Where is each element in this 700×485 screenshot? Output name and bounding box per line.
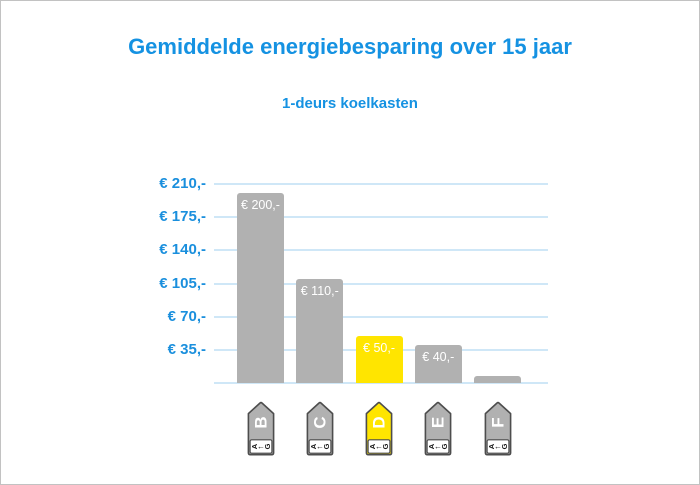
svg-text:A: A [427, 443, 436, 449]
bar-C: € 110,- [296, 278, 344, 383]
gridline [214, 282, 548, 285]
svg-text:A: A [486, 443, 495, 449]
svg-text:G: G [263, 443, 272, 449]
bar-value-label-D: € 50,- [363, 340, 395, 355]
chart-subtitle: 1-deurs koelkasten [282, 95, 418, 112]
svg-text:B: B [251, 416, 270, 428]
y-axis-tick-label: € 140,- [159, 241, 206, 259]
svg-text:A: A [249, 443, 258, 449]
svg-text:←: ← [434, 442, 442, 451]
gridline [214, 382, 548, 384]
gridline [214, 216, 548, 219]
svg-text:G: G [440, 443, 449, 449]
energy-label-icon-E: E A ← G [424, 401, 452, 456]
bar-B: € 200,- [237, 193, 284, 383]
chart-title: Gemiddelde energiebesparing over 15 jaar [128, 34, 572, 59]
svg-text:A: A [309, 443, 318, 449]
bar-value-label-C: € 110,- [300, 283, 339, 298]
gridline [214, 249, 548, 252]
y-axis-tick-label: € 105,- [159, 274, 206, 292]
svg-text:G: G [322, 443, 331, 449]
y-axis-tick-label: € 175,- [159, 208, 206, 226]
svg-text:←: ← [257, 442, 265, 451]
bar-value-label-B: € 200,- [241, 198, 280, 213]
energy-tag-svg-F: F A←G [484, 401, 511, 456]
gridline [214, 315, 548, 318]
svg-text:F: F [488, 417, 507, 427]
y-axis-tick-label: € 35,- [167, 340, 206, 358]
svg-text:←: ← [375, 442, 383, 451]
svg-text:G: G [500, 443, 509, 449]
svg-text:A: A [368, 443, 377, 449]
bar-F [474, 376, 521, 383]
svg-text:E: E [429, 417, 448, 428]
energy-tag-svg-D: D A←G [365, 401, 393, 456]
energy-tag-svg-C: C A←G [306, 401, 334, 456]
energy-label-icon-C: C A ← G [306, 401, 334, 456]
energy-label-icon-D: D A ← G [365, 401, 393, 456]
svg-text:C: C [310, 416, 329, 428]
svg-text:G: G [381, 443, 390, 449]
plot-area: € 200,- € 110,- € 50,- € 40,- [214, 183, 548, 384]
bar-value-label-E: € 40,- [422, 350, 455, 365]
gridline [214, 183, 548, 185]
y-axis-tick-label: € 70,- [167, 307, 206, 325]
svg-text:←: ← [494, 442, 502, 451]
y-axis-tick-label: € 210,- [159, 175, 206, 192]
energy-label-icon-F: F A ← G [484, 401, 512, 456]
bar-D: € 50,- [355, 335, 403, 383]
energy-tag-svg-B: B A←G [247, 401, 274, 456]
svg-text:←: ← [316, 442, 324, 451]
svg-text:D: D [370, 416, 389, 428]
energy-label-icon-B: B A ← G [247, 401, 275, 456]
bar-E: € 40,- [414, 345, 462, 383]
energy-tag-svg-E: E A←G [424, 401, 452, 456]
